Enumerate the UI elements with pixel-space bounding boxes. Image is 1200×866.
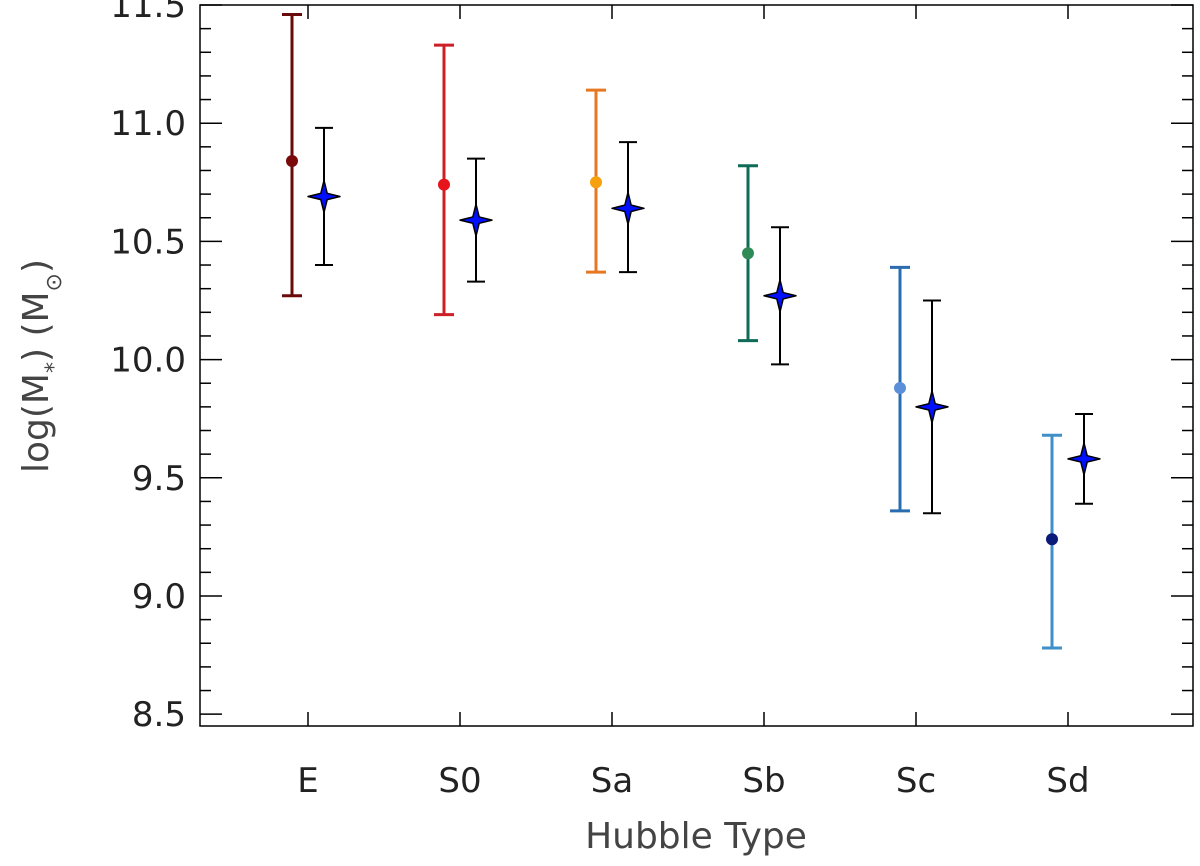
- x-axis-title: Hubble Type: [585, 816, 807, 857]
- x-tick-label: Sc: [896, 761, 936, 801]
- star-point: [915, 390, 949, 424]
- y-axis-title-unit-sub: ⊙: [42, 273, 67, 291]
- x-tick-label: E: [297, 761, 318, 801]
- y-tick-label: 11.0: [110, 104, 186, 144]
- star-point: [763, 279, 797, 313]
- chart-marks: [282, 12, 1101, 650]
- x-tick-label: Sb: [742, 761, 785, 801]
- star-point: [611, 191, 645, 226]
- circle-point: [742, 247, 754, 260]
- x-tick-label: S0: [438, 761, 481, 801]
- y-tick-label: 10.5: [110, 222, 186, 262]
- y-axis-title-sub: *: [42, 362, 67, 373]
- x-axis-tick-labels: E S0 Sa Sb Sc Sd: [297, 761, 1089, 801]
- y-tick-label: 8.5: [132, 695, 186, 735]
- star-point: [307, 179, 341, 214]
- x-axis-ticks: [307, 5, 1069, 726]
- circle-point: [590, 176, 602, 189]
- y-tick-label: 9.5: [132, 459, 186, 499]
- y-axis-title-main: log(M: [16, 373, 57, 473]
- plot-frame: [199, 4, 1194, 727]
- y-axis-title: log(M*) (M⊙): [16, 259, 67, 473]
- y-axis-title-close: ): [16, 259, 57, 273]
- y-axis-ticks: [200, 4, 1193, 715]
- circle-point: [894, 381, 906, 394]
- y-axis-tick-labels: 8.5 9.0 9.5 10.0 10.5 11.0 11.5: [110, 0, 186, 735]
- x-tick-label: Sd: [1046, 761, 1089, 801]
- star-point: [459, 203, 493, 237]
- x-tick-label: Sa: [591, 761, 633, 801]
- circle-point: [438, 178, 450, 191]
- circle-point: [286, 155, 298, 168]
- y-axis-title-tail: ) (M: [16, 291, 57, 362]
- y-tick-label: 10.0: [110, 341, 186, 381]
- y-tick-label: 9.0: [132, 577, 186, 617]
- y-tick-label: 11.5: [110, 0, 186, 26]
- star-point: [1067, 442, 1101, 476]
- circle-point: [1046, 533, 1058, 546]
